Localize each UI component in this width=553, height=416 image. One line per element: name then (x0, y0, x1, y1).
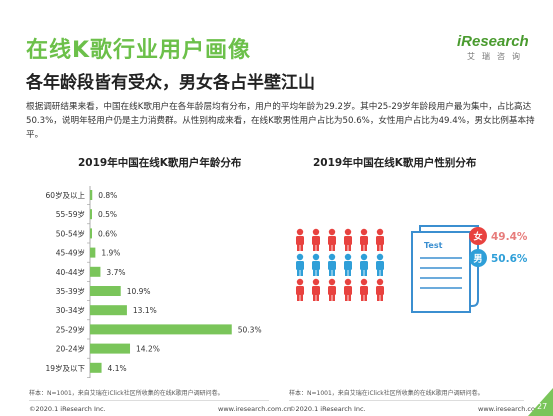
test-document-icon (419, 225, 479, 307)
test-document-back-icon (411, 231, 471, 313)
female-person-icon (296, 278, 304, 301)
age-value-label: 1.9% (101, 249, 120, 258)
test-document-text: Test (424, 241, 443, 250)
female-person-icon (296, 228, 304, 251)
page-title: 在线K歌行业用户画像 (26, 38, 252, 63)
age-category-label: 25-29岁 (56, 324, 85, 334)
footer-url-left: www.iresearch.com.cn (218, 405, 292, 413)
age-bar (90, 343, 131, 354)
footer-copyright-left: ©2020.1 iResearch Inc. (29, 405, 106, 413)
age-bar (90, 305, 127, 316)
male-badge-label: 男 (473, 254, 482, 265)
male-person-icon (328, 253, 336, 276)
page-corner-decoration (528, 388, 553, 416)
age-value-label: 10.9% (127, 287, 151, 296)
female-person-icon (328, 228, 336, 251)
age-category-label: 35-39岁 (56, 286, 85, 296)
male-badge (469, 249, 487, 267)
age-category-label: 40-44岁 (56, 267, 85, 277)
female-person-icon (344, 278, 352, 301)
age-bar (90, 190, 93, 200)
footer-divider-left (29, 400, 269, 401)
age-value-label: 0.5% (98, 210, 117, 219)
female-person-icon (328, 278, 336, 301)
age-value-label: 4.1% (108, 364, 127, 373)
logo-main-text: iResearch (457, 33, 529, 50)
age-value-label: 0.6% (98, 229, 117, 238)
female-person-icon (376, 278, 384, 301)
female-person-icon (360, 278, 368, 301)
age-value-label: 0.8% (98, 191, 117, 200)
female-person-icon (312, 228, 320, 251)
age-category-label: 30-34岁 (56, 305, 85, 315)
iresearch-logo: iResearch 艾瑞咨询 (457, 33, 529, 62)
male-person-icon (344, 253, 352, 276)
summary-paragraph: 根据调研结果来看，中国在线K歌用户在各年龄层均有分布，用户的平均年龄为29.2岁… (26, 102, 535, 140)
age-category-label: 50-54岁 (56, 228, 85, 238)
logo-sub-text: 艾瑞咨询 (467, 52, 527, 61)
age-bar (90, 209, 92, 220)
age-bar (90, 286, 121, 296)
female-person-icon (376, 228, 384, 251)
age-category-label: 60岁及以上 (45, 190, 85, 200)
age-category-label: 20-24岁 (56, 344, 85, 354)
gender-value-label: 49.4% (491, 231, 528, 243)
sample-note-left: 样本：N=1001，来自艾瑞在iClick社区所收集的在线K歌用户调研问卷。 (29, 390, 224, 397)
age-bar (90, 266, 101, 277)
footer-copyright-right: ©2020.1 iResearch Inc. (289, 405, 366, 413)
age-value-label: 14.2% (136, 345, 160, 354)
footer-url-right: www.iresearch.com.cn (478, 405, 552, 413)
page-subtitle: 各年龄段皆有受众，男女各占半壁江山 (26, 73, 315, 93)
male-person-icon (360, 253, 368, 276)
age-value-label: 13.1% (133, 306, 157, 315)
male-person-icon (376, 253, 384, 276)
female-badge-label: 女 (473, 231, 482, 243)
male-person-icon (312, 253, 320, 276)
age-chart-title: 2019年中国在线K歌用户年龄分布 (78, 157, 242, 169)
male-person-icon (296, 253, 304, 276)
age-bar (90, 324, 232, 335)
gender-chart-title: 2019年中国在线K歌用户性别分布 (313, 157, 477, 169)
age-bar (90, 228, 92, 239)
age-category-label: 19岁及以下 (45, 363, 85, 373)
age-category-label: 45-49岁 (56, 248, 85, 258)
page-number: 27 (537, 402, 548, 411)
female-person-icon (344, 228, 352, 251)
age-bar (90, 247, 96, 258)
age-category-label: 55-59岁 (56, 209, 85, 219)
sample-note-right: 样本：N=1001，来自艾瑞在iClick社区所收集的在线K歌用户调研问卷。 (289, 390, 484, 397)
female-person-icon (360, 228, 368, 251)
age-value-label: 50.3% (238, 325, 262, 334)
age-value-label: 3.7% (106, 268, 125, 277)
age-bar (90, 362, 102, 373)
gender-value-label: 50.6% (491, 253, 528, 265)
footer-divider-right (289, 400, 524, 401)
female-person-icon (312, 278, 320, 301)
female-badge (469, 227, 487, 245)
